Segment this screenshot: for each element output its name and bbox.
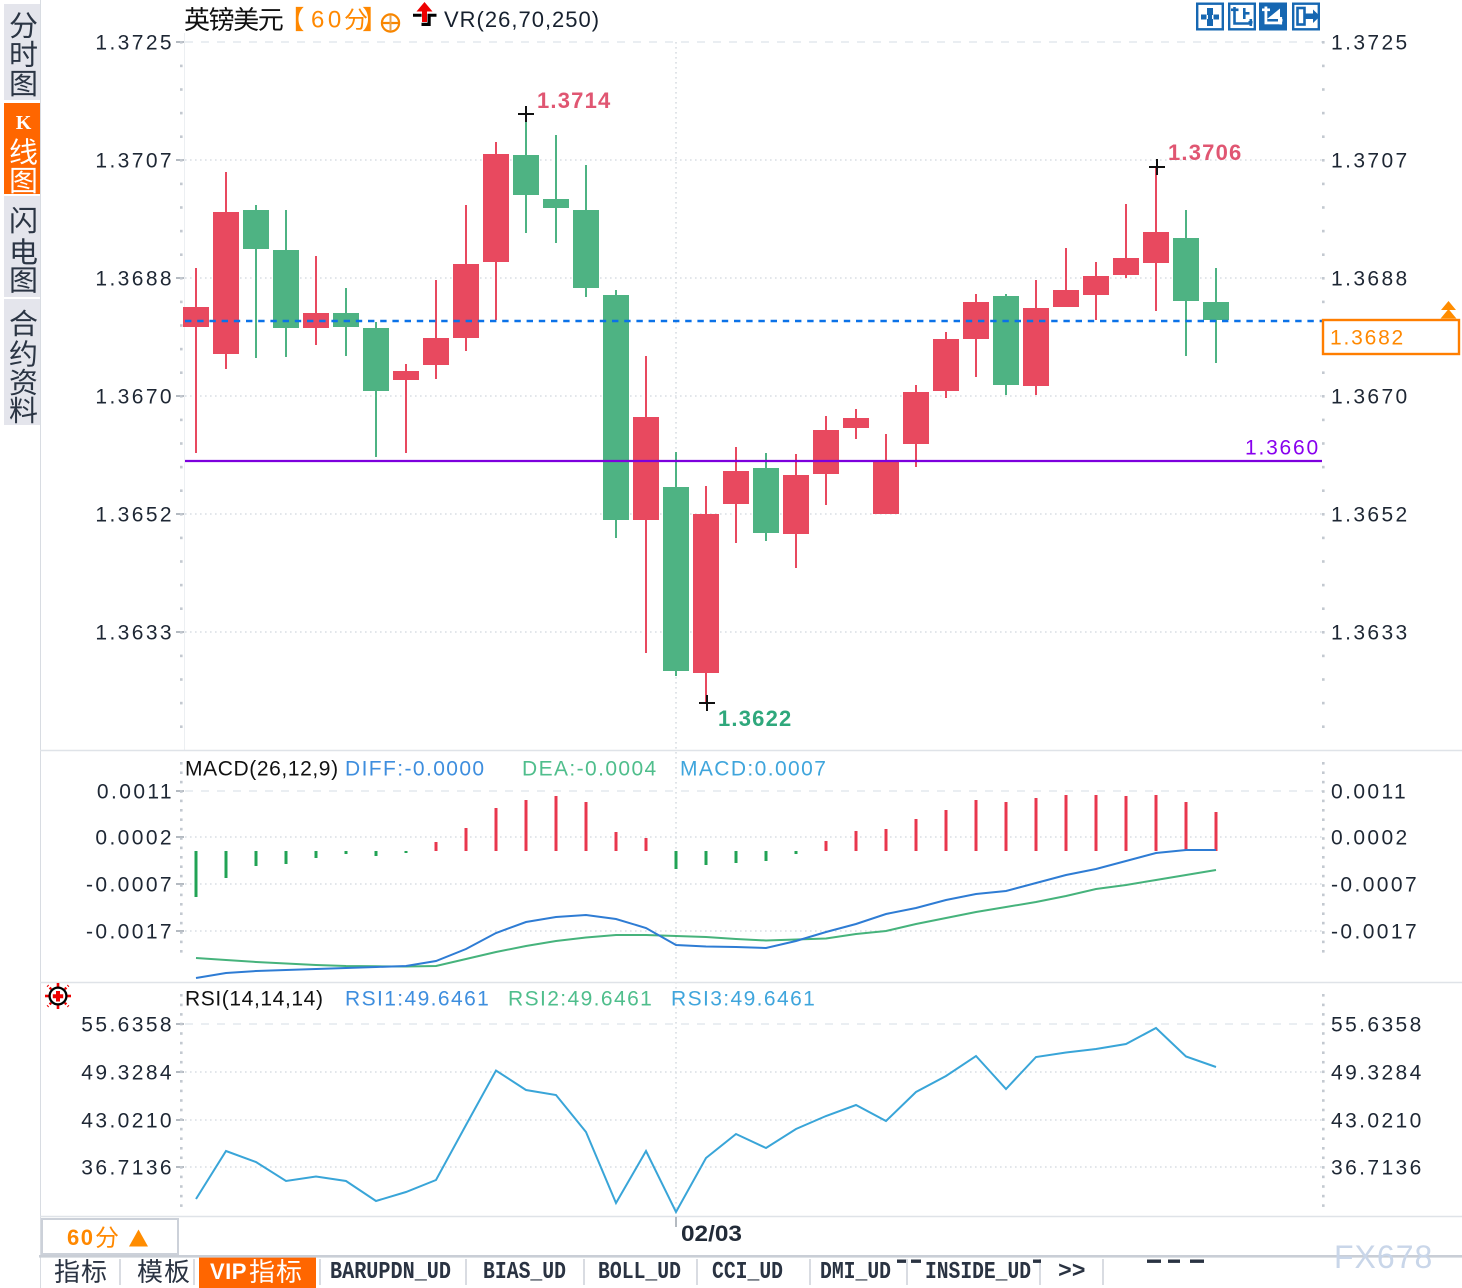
- svg-text:0.0011: 0.0011: [97, 781, 174, 804]
- svg-text:-0.0017: -0.0017: [1331, 921, 1419, 944]
- svg-text:RSI3:49.6461: RSI3:49.6461: [671, 988, 816, 1011]
- svg-text:DIFF:-0.0000: DIFF:-0.0000: [345, 758, 486, 781]
- svg-text:49.3284: 49.3284: [81, 1062, 174, 1085]
- svg-text:0.0002: 0.0002: [95, 827, 174, 850]
- svg-text:MACD(26,12,9): MACD(26,12,9): [185, 758, 339, 781]
- svg-text:K: K: [16, 112, 32, 134]
- svg-text:60: 60: [67, 1225, 94, 1250]
- svg-text:02/03: 02/03: [681, 1221, 742, 1246]
- svg-text:1.3633: 1.3633: [95, 622, 174, 645]
- svg-text:DEA:-0.0004: DEA:-0.0004: [522, 758, 658, 781]
- svg-text:55.6358: 55.6358: [81, 1014, 174, 1037]
- svg-text:60: 60: [311, 7, 345, 34]
- svg-text:1.3682: 1.3682: [1330, 327, 1405, 350]
- svg-text:43.0210: 43.0210: [1331, 1110, 1424, 1133]
- svg-text:1.3670: 1.3670: [95, 386, 174, 409]
- svg-text:CCI_UD: CCI_UD: [712, 1259, 783, 1286]
- svg-text:BIAS_UD: BIAS_UD: [483, 1259, 566, 1286]
- svg-text:BARUPDN_UD: BARUPDN_UD: [330, 1259, 451, 1286]
- svg-text:RSI2:49.6461: RSI2:49.6461: [508, 988, 653, 1011]
- svg-text:BOLL_UD: BOLL_UD: [598, 1259, 681, 1286]
- svg-text:1.3725: 1.3725: [1331, 32, 1410, 55]
- svg-text:1.3725: 1.3725: [95, 32, 174, 55]
- svg-text:INSIDE_UD: INSIDE_UD: [925, 1259, 1031, 1286]
- svg-text:MACD:0.0007: MACD:0.0007: [680, 758, 827, 781]
- svg-text:>>: >>: [1058, 1259, 1086, 1285]
- svg-text:VR(26,70,250): VR(26,70,250): [444, 7, 600, 32]
- svg-text:1.3688: 1.3688: [1331, 268, 1410, 291]
- svg-text:49.3284: 49.3284: [1331, 1062, 1424, 1085]
- svg-text:43.0210: 43.0210: [81, 1110, 174, 1133]
- svg-text:-0.0007: -0.0007: [86, 874, 174, 897]
- svg-text:DMI_UD: DMI_UD: [820, 1259, 891, 1286]
- svg-text:36.7136: 36.7136: [1331, 1157, 1424, 1180]
- svg-text:1.3670: 1.3670: [1331, 386, 1410, 409]
- svg-text:1.3706: 1.3706: [1168, 140, 1243, 165]
- svg-text:-0.0007: -0.0007: [1331, 874, 1419, 897]
- svg-text:RSI1:49.6461: RSI1:49.6461: [345, 988, 490, 1011]
- svg-text:0.0011: 0.0011: [1331, 781, 1408, 804]
- svg-text:55.6358: 55.6358: [1331, 1014, 1424, 1037]
- svg-text:1.3652: 1.3652: [95, 504, 174, 527]
- svg-text:1.3652: 1.3652: [1331, 504, 1410, 527]
- svg-text:FX678: FX678: [1334, 1239, 1433, 1275]
- svg-text:1.3707: 1.3707: [95, 150, 174, 173]
- svg-text:1.3707: 1.3707: [1331, 150, 1410, 173]
- svg-text:-0.0017: -0.0017: [86, 921, 174, 944]
- svg-text:RSI(14,14,14): RSI(14,14,14): [185, 988, 324, 1011]
- svg-text:0.0002: 0.0002: [1331, 827, 1410, 850]
- svg-text:1.3714: 1.3714: [537, 88, 612, 113]
- svg-text:1.3688: 1.3688: [95, 268, 174, 291]
- svg-text:36.7136: 36.7136: [81, 1157, 174, 1180]
- svg-text:VIP: VIP: [210, 1259, 247, 1284]
- svg-text:1.3660: 1.3660: [1245, 437, 1320, 460]
- svg-text:1.3622: 1.3622: [718, 706, 793, 731]
- svg-text:1.3633: 1.3633: [1331, 622, 1410, 645]
